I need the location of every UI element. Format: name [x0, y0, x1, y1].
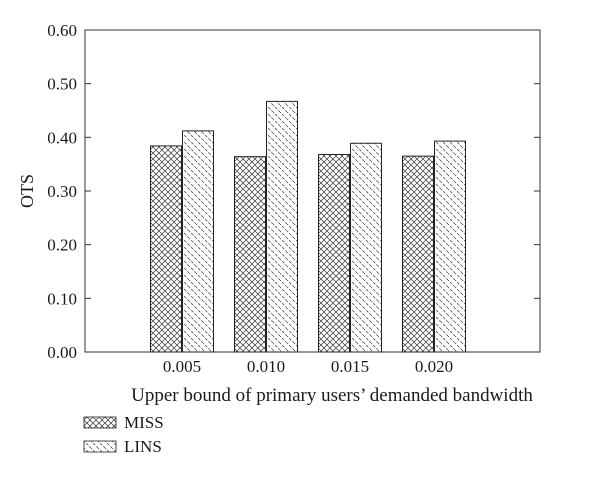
y-tick-label: 0.50 [47, 75, 77, 94]
y-tick-label: 0.20 [47, 236, 77, 255]
y-axis: 0.00 0.10 0.20 0.30 0.40 0.50 0.60 [47, 21, 540, 362]
legend-swatch-miss [83, 416, 117, 429]
x-axis: 0.005 0.010 0.015 0.020 [163, 346, 453, 376]
y-tick-label: 0.00 [47, 343, 77, 362]
y-axis-label: OTS [17, 174, 37, 208]
bar-lins-0.010 [266, 100, 298, 353]
bar-miss-0.005 [150, 145, 182, 353]
x-tick-label: 0.010 [247, 357, 285, 376]
bar-lins-0.020 [434, 140, 466, 353]
x-tick-label: 0.015 [331, 357, 369, 376]
y-tick-label: 0.30 [47, 182, 77, 201]
x-tick-label: 0.005 [163, 357, 201, 376]
y-tick-label: 0.10 [47, 289, 77, 308]
bar-miss-0.010 [234, 156, 266, 353]
y-tick-label: 0.60 [47, 21, 77, 40]
x-tick-label: 0.020 [415, 357, 453, 376]
legend-label-miss: MISS [124, 413, 164, 432]
bar-lins-0.005 [182, 130, 214, 353]
bar-lins-0.015 [350, 142, 382, 353]
x-axis-label: Upper bound of primary users’ demanded b… [131, 385, 533, 406]
legend-swatch-lins [83, 440, 117, 453]
y-tick-label: 0.40 [47, 128, 77, 147]
legend-label-lins: LINS [124, 437, 162, 456]
bar-miss-0.020 [402, 155, 434, 353]
legend: MISS LINS [83, 413, 164, 456]
bars-group [150, 100, 466, 353]
bar-miss-0.015 [318, 154, 350, 353]
